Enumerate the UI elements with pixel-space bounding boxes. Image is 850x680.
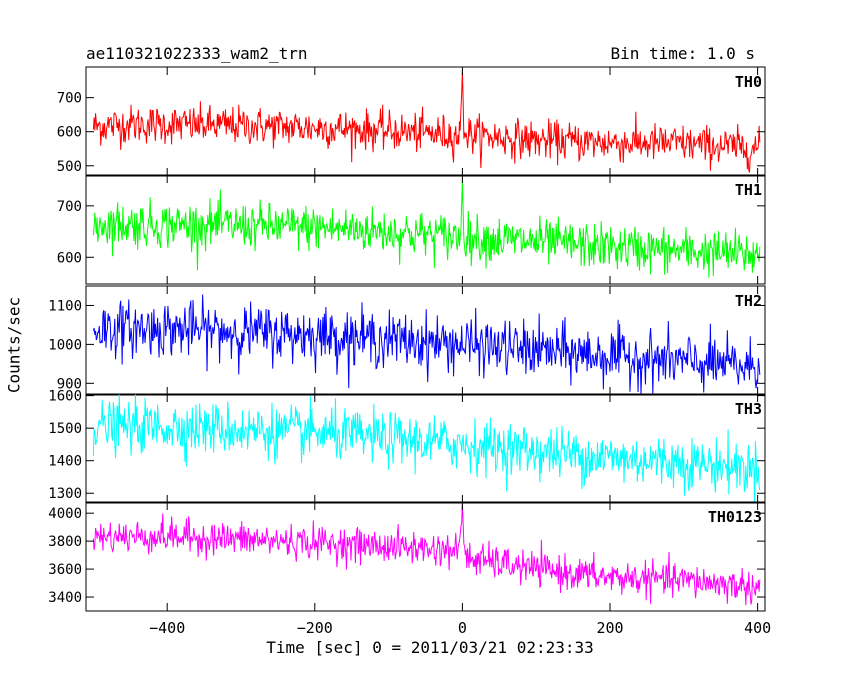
x-axis-label: Time [sec] 0 = 2011/03/21 02:23:33 [266,638,594,657]
panel-label-th1: TH1 [735,181,762,199]
panel-frame-th1 [85,174,766,285]
y-tick-label: 1300 [48,486,82,502]
panel-label-th2: TH2 [735,292,762,310]
series-line-th1 [92,179,761,278]
y-tick-label: 600 [57,125,82,141]
y-tick-label: 3400 [48,590,82,606]
series-line-th2 [92,294,761,395]
y-tick-label: 1000 [48,337,82,353]
y-tick-label: 4000 [48,506,82,522]
y-tick-label: 1100 [48,298,82,314]
x-tick-label: 200 [596,619,623,637]
x-tick-label: 0 [458,619,467,637]
y-tick-label: 3800 [48,534,82,550]
panel-frame-th2 [85,285,766,396]
x-tick-label: −400 [149,619,185,637]
y-tick-label: 900 [57,376,82,392]
y-tick-label: 1500 [48,421,82,437]
chart-title: ae110321022333_wam2_trn [86,44,308,63]
panel-frame-th3 [85,393,766,504]
y-tick-label: 3600 [48,562,82,578]
bin-time-label: Bin time: 1.0 s [610,44,756,63]
x-tick-label: 400 [744,619,771,637]
y-tick-label: 700 [57,91,82,107]
y-tick-label: 700 [57,199,82,215]
series-line-th3 [92,394,761,503]
panel-label-th0123: TH0123 [708,508,762,526]
x-tick-label: −200 [297,619,333,637]
panel-label-th3: TH3 [735,400,762,418]
series-line-th0 [92,70,761,173]
panel-frame-th0 [85,66,766,177]
y-tick-label: 1600 [48,389,82,405]
y-tick-label: 500 [57,159,82,175]
y-tick-label: 1400 [48,454,82,470]
panel-label-th0: TH0 [735,73,762,91]
y-tick-label: 600 [57,250,82,266]
panel-frame-th0123 [85,501,766,612]
series-line-th0123 [92,502,761,606]
